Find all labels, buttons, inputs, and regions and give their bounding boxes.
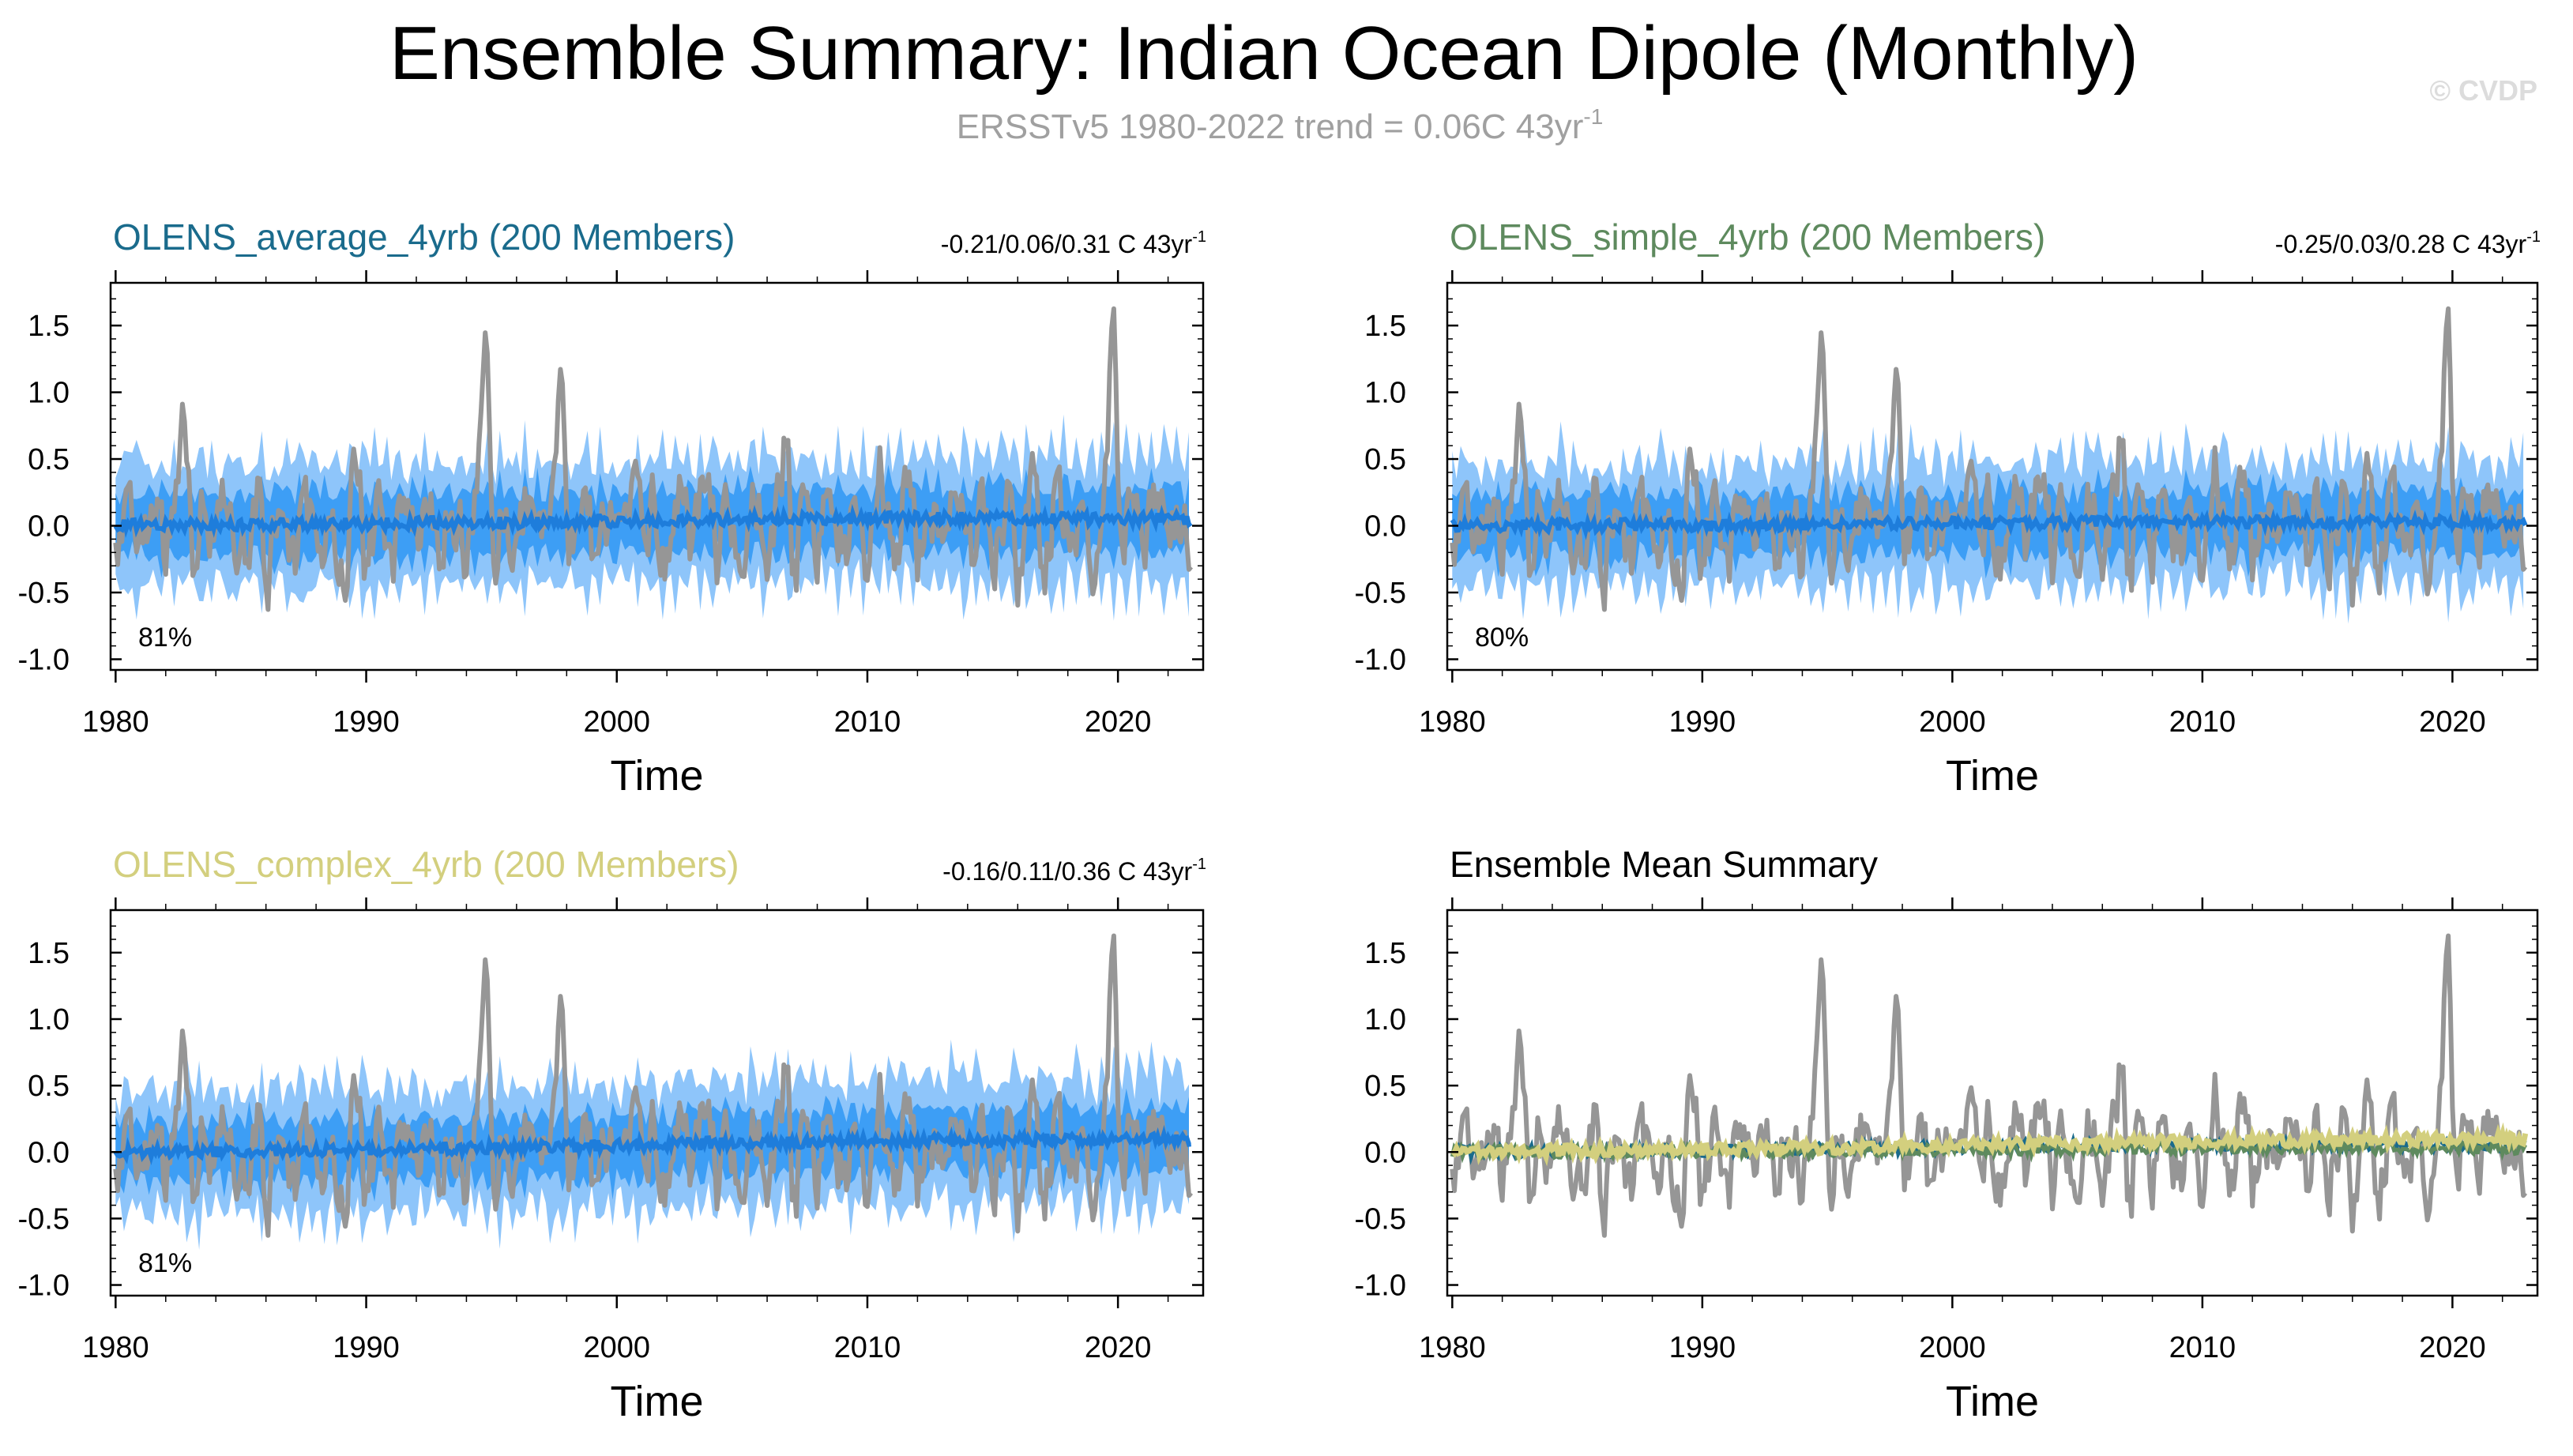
mean-line-2: [1450, 1122, 2529, 1167]
panel-bottom-left: OLENS_complex_4yrb (200 Members) -0.16/0.…: [18, 844, 1206, 1425]
plot-frame: [1446, 281, 2539, 672]
cvdp-watermark: © CVDP: [2429, 74, 2537, 107]
ensemble-mean-line: [1450, 508, 2528, 540]
ytick-label: 1.5: [1364, 937, 1406, 970]
ytick-label: -1.0: [1355, 643, 1406, 676]
plot-area: [1450, 306, 2528, 624]
xtick-label: 2000: [583, 705, 650, 739]
trend-text: -0.21/0.06/0.31 C 43yr: [941, 230, 1193, 258]
ytick-label: 0.0: [1364, 510, 1406, 544]
ytick-label: -0.5: [18, 577, 70, 610]
xtick-label: 2020: [1085, 1331, 1152, 1364]
percent-label: 80%: [1475, 623, 1529, 653]
xtick-label: 2000: [1919, 705, 1986, 739]
panel-top-left: OLENS_average_4yrb (200 Members) -0.21/0.…: [18, 216, 1206, 799]
xtick-label: 1990: [333, 1331, 400, 1364]
xtick-label: 2000: [583, 1331, 650, 1364]
xtick-label: 2010: [834, 1331, 901, 1364]
panel-title: Ensemble Mean Summary: [1450, 844, 1878, 885]
panel-title: OLENS_complex_4yrb (200 Members): [113, 844, 739, 885]
ytick-label: 0.5: [28, 1070, 70, 1103]
ytick-label: 0.0: [28, 510, 70, 544]
ytick-label: -1.0: [1355, 1270, 1406, 1303]
ytick-label: 0.0: [1364, 1136, 1406, 1169]
trend-superscript: -1: [2526, 228, 2541, 246]
xtick-label: 1990: [1669, 1331, 1736, 1364]
x-axis-label: Time: [611, 1378, 704, 1425]
trend-text: -0.16/0.11/0.36 C 43yr: [942, 857, 1192, 886]
ytick-label: 1.0: [28, 1003, 70, 1037]
xtick-label: 2000: [1919, 1331, 1986, 1364]
plot-frame: [109, 281, 1205, 672]
x-axis-label: Time: [611, 752, 704, 799]
mean-line-1: [1450, 1135, 2527, 1164]
xtick-label: 2020: [1085, 705, 1152, 739]
figure-title: Ensemble Summary: Indian Ocean Dipole (M…: [389, 11, 2139, 96]
ytick-label: 0.0: [28, 1136, 70, 1169]
xtick-label: 1990: [333, 705, 400, 739]
xtick-label: 1980: [1419, 1331, 1486, 1364]
ytick-label: 0.5: [1364, 1070, 1406, 1103]
ytick-label: 1.5: [28, 937, 70, 970]
xtick-label: 2020: [2419, 705, 2486, 739]
plot-area: [113, 933, 1194, 1250]
plot-frame: [1446, 909, 2539, 1297]
ytick-label: -1.0: [18, 643, 70, 676]
observed-line: [1450, 933, 2528, 1238]
xtick-label: 1980: [1419, 705, 1486, 739]
ytick-label: -0.5: [1355, 577, 1406, 610]
trend-text: -0.25/0.03/0.28 C 43yr: [2275, 230, 2527, 258]
trend-label: -0.21/0.06/0.31 C 43yr-1: [941, 228, 1206, 258]
xtick-label: 2010: [2169, 705, 2236, 739]
observed-line: [113, 933, 1194, 1238]
percent-label: 81%: [138, 1248, 192, 1278]
ensemble-mean-line: [113, 503, 1193, 539]
ytick-label: -0.5: [18, 1202, 70, 1236]
trend-superscript: -1: [1192, 228, 1206, 246]
plot-area: [113, 306, 1194, 621]
trend-label: -0.16/0.11/0.36 C 43yr-1: [942, 856, 1206, 886]
panel-bottom-right: Ensemble Mean Summary -1.0 -0.5 0.0 0.5 1.0 1.…: [1355, 844, 2539, 1425]
plot-area: [1450, 933, 2529, 1238]
xtick-label: 1990: [1669, 705, 1736, 739]
ytick-label: 0.5: [28, 443, 70, 476]
percent-label: 81%: [138, 623, 192, 653]
xtick-label: 1980: [82, 705, 149, 739]
panel-top-right: OLENS_simple_4yrb (200 Members) -0.25/0.0…: [1355, 216, 2541, 799]
trend-label: -0.25/0.03/0.28 C 43yr-1: [2275, 228, 2541, 258]
plot-frame: [109, 909, 1205, 1297]
xtick-label: 2010: [834, 705, 901, 739]
observed-line: [113, 306, 1194, 612]
trend-superscript: -1: [1192, 856, 1206, 873]
panel-group: OLENS_average_4yrb (200 Members) -0.21/0.…: [18, 216, 2541, 1425]
x-axis-label: Time: [1946, 1378, 2039, 1425]
panel-title: OLENS_simple_4yrb (200 Members): [1450, 216, 2045, 258]
ytick-label: 0.5: [1364, 443, 1406, 476]
xtick-label: 2020: [2419, 1331, 2486, 1364]
figure-subtitle: ERSSTv5 1980-2022 trend = 0.06C 43yr-1: [957, 104, 1604, 146]
ytick-label: -1.0: [18, 1270, 70, 1303]
ytick-label: 1.5: [1364, 310, 1406, 343]
xtick-label: 1980: [82, 1331, 149, 1364]
observed-line: [1450, 306, 2528, 612]
panel-title: OLENS_average_4yrb (200 Members): [113, 216, 735, 258]
subtitle-superscript: -1: [1583, 104, 1603, 129]
subtitle-text: ERSSTv5 1980-2022 trend = 0.06C 43yr: [957, 107, 1584, 146]
ytick-label: 1.5: [28, 310, 70, 343]
xtick-label: 2010: [2169, 1331, 2236, 1364]
ytick-label: 1.0: [1364, 377, 1406, 410]
ytick-label: 1.0: [28, 377, 70, 410]
ytick-label: 1.0: [1364, 1003, 1406, 1037]
ensemble-mean-line: [113, 1124, 1192, 1166]
x-axis-label: Time: [1946, 752, 2039, 799]
ytick-label: -0.5: [1355, 1202, 1406, 1236]
